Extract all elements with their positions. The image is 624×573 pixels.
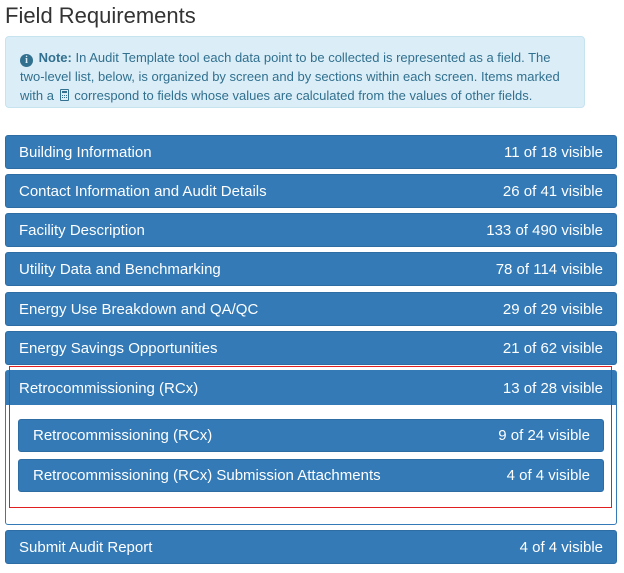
note-text-before: In Audit Template tool each data point t… xyxy=(20,50,560,103)
section-energy-savings[interactable]: Energy Savings Opportunities 21 of 62 vi… xyxy=(5,331,617,365)
section-facility-description[interactable]: Facility Description 133 of 490 visible xyxy=(5,213,617,247)
section-energy-use-breakdown[interactable]: Energy Use Breakdown and QA/QC 29 of 29 … xyxy=(5,292,617,326)
subsection-title: Retrocommissioning (RCx) Submission Atta… xyxy=(33,467,381,484)
section-title: Energy Use Breakdown and QA/QC xyxy=(19,300,259,318)
section-building-information[interactable]: Building Information 11 of 18 visible xyxy=(5,135,617,169)
section-retrocommissioning-panel: Retrocommissioning (RCx) 13 of 28 visibl… xyxy=(5,370,617,525)
section-count: 26 of 41 visible xyxy=(502,182,603,200)
note-label: Note: xyxy=(38,50,72,65)
subsection-title: Retrocommissioning (RCx) xyxy=(33,427,213,444)
section-count: 11 of 18 visible xyxy=(504,143,603,161)
section-contact-information[interactable]: Contact Information and Audit Details 26… xyxy=(5,174,617,208)
section-title: Contact Information and Audit Details xyxy=(19,182,267,200)
section-count: 21 of 62 visible xyxy=(502,339,603,357)
note-alert: i Note: In Audit Template tool each data… xyxy=(5,36,585,108)
subsection-count: 4 of 4 visible xyxy=(506,467,590,484)
section-title: Facility Description xyxy=(19,221,145,239)
subsection-retrocommissioning[interactable]: Retrocommissioning (RCx) 9 of 24 visible xyxy=(18,419,604,452)
section-submit-audit-report[interactable]: Submit Audit Report 4 of 4 visible xyxy=(5,530,617,564)
section-utility-data[interactable]: Utility Data and Benchmarking 78 of 114 … xyxy=(5,252,617,286)
section-title: Energy Savings Opportunities xyxy=(19,339,218,357)
section-count: 13 of 28 visible xyxy=(502,379,603,397)
section-title: Utility Data and Benchmarking xyxy=(19,260,221,278)
section-count: 133 of 490 visible xyxy=(486,221,603,239)
subsection-rcx-submission-attachments[interactable]: Retrocommissioning (RCx) Submission Atta… xyxy=(18,459,604,492)
section-retrocommissioning[interactable]: Retrocommissioning (RCx) 13 of 28 visibl… xyxy=(6,371,616,405)
info-circle-icon: i xyxy=(20,54,33,67)
note-text-after: correspond to fields whose values are ca… xyxy=(74,88,533,103)
section-title: Building Information xyxy=(19,143,152,161)
section-title: Submit Audit Report xyxy=(19,538,153,556)
page-title: Field Requirements xyxy=(5,3,196,28)
section-count: 29 of 29 visible xyxy=(502,300,603,318)
section-count: 4 of 4 visible xyxy=(519,538,603,556)
subsection-count: 9 of 24 visible xyxy=(498,427,590,444)
section-title: Retrocommissioning (RCx) xyxy=(19,379,199,397)
section-count: 78 of 114 visible xyxy=(495,260,603,278)
calculator-icon xyxy=(59,89,69,101)
